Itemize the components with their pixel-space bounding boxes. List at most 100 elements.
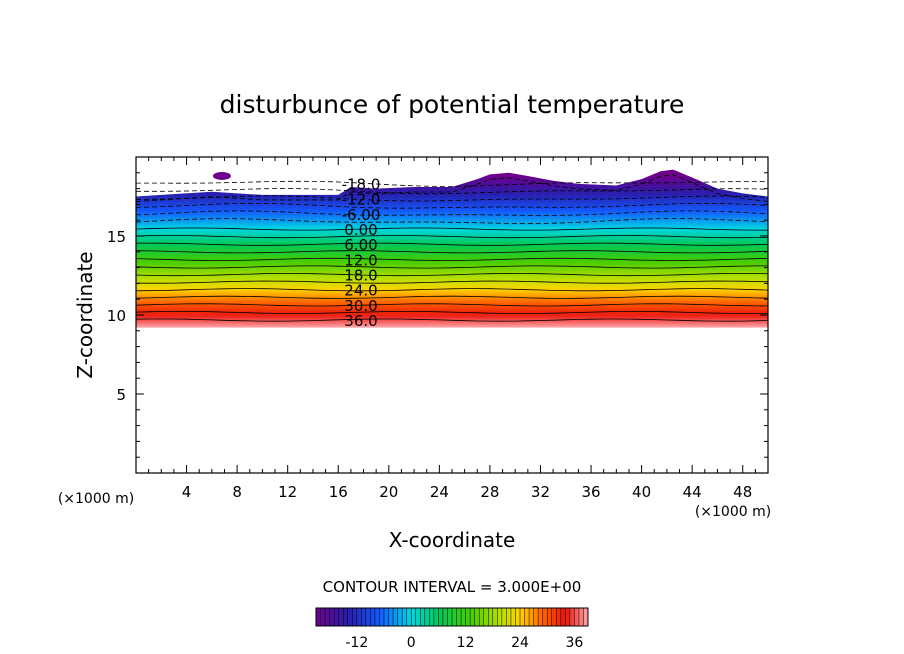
colorbar-cell <box>388 608 394 626</box>
contour-line <box>136 295 768 299</box>
colorbar-cell <box>497 608 503 626</box>
contour-label: 0.00 <box>344 221 377 239</box>
contour-line <box>136 303 768 307</box>
contour-line <box>136 227 768 231</box>
colorbar-cell <box>565 608 571 626</box>
colorbar-cell <box>402 608 408 626</box>
colorbar-tick-label: 36 <box>565 635 583 651</box>
colorbar-cell <box>316 608 321 626</box>
y-tick-label: 5 <box>116 386 126 404</box>
colorbar-cell <box>338 608 344 626</box>
x-tick-label: 40 <box>632 483 651 501</box>
colorbar-cell <box>483 608 489 626</box>
contour-line <box>136 257 768 261</box>
colorbar-cell <box>574 608 580 626</box>
colorbar-cell <box>538 608 544 626</box>
contour-line <box>136 188 768 195</box>
colorbar-cell <box>465 608 471 626</box>
x-tick-label: 12 <box>278 483 297 501</box>
colorbar-cell <box>343 608 349 626</box>
colorbar-cell <box>569 608 575 626</box>
contour-label: 30.0 <box>344 297 377 315</box>
colorbar-cell <box>429 608 435 626</box>
x-tick-label: 44 <box>683 483 702 501</box>
colorbar-cell <box>520 608 525 626</box>
contour-label: -12.0 <box>342 191 381 209</box>
colorbar-cell <box>415 608 421 626</box>
colorbar-cell <box>320 608 326 626</box>
colorbar-cell <box>352 608 358 626</box>
colorbar-cell <box>370 608 376 626</box>
contour-line <box>136 235 768 239</box>
colorbar-cell <box>393 608 398 626</box>
contour-label: 12.0 <box>344 251 377 269</box>
contour-line <box>136 280 768 284</box>
colorbar <box>315 607 589 627</box>
colorbar-cell <box>447 608 453 626</box>
colorbar-cell <box>524 608 530 626</box>
colorbar-cell <box>438 608 444 626</box>
contour-labels: -18.0-12.0-6.000.006.0012.018.024.030.03… <box>342 176 381 331</box>
colorbar-cell <box>329 608 335 626</box>
colorbar-cell <box>470 608 476 626</box>
contour-line <box>136 218 768 224</box>
contour-line <box>136 174 768 202</box>
colorbar-cell <box>433 608 439 626</box>
colorbar-cell <box>406 608 412 626</box>
colorbar-cell <box>474 608 480 626</box>
colorbar-cell <box>583 608 589 626</box>
y-tick-label: 15 <box>107 228 126 246</box>
colorbar-cell <box>542 608 548 626</box>
contour-line <box>136 250 768 254</box>
contour-line <box>136 195 768 202</box>
y-axis-label: Z-coordinate <box>73 251 97 378</box>
colorbar-cell <box>533 608 539 626</box>
x-tick-label: 32 <box>531 483 550 501</box>
y-unit-label: (×1000 m) <box>58 491 134 507</box>
contour-lines <box>136 174 768 322</box>
contour-line <box>136 265 768 269</box>
colorbar-cell <box>356 608 362 626</box>
colorbar-cell <box>488 608 494 626</box>
colorbar-cell <box>529 608 534 626</box>
x-tick-label: 24 <box>430 483 449 501</box>
x-tick-label: 48 <box>733 483 752 501</box>
colorbar-cell <box>442 608 448 626</box>
colorbar-cell <box>384 608 389 626</box>
contour-line <box>136 272 768 277</box>
colorbar-cell <box>551 608 557 626</box>
x-tick-label: 20 <box>379 483 398 501</box>
x-tick-label: 16 <box>329 483 348 501</box>
filled-region <box>136 169 768 328</box>
x-unit-label: (×1000 m) <box>695 504 771 520</box>
x-tick-label: 8 <box>232 483 242 501</box>
colorbar-tick-label: 0 <box>407 635 416 651</box>
contour-line <box>136 288 768 292</box>
contour-label: 6.00 <box>344 236 377 254</box>
colorbar-cell <box>506 608 512 626</box>
colorbar-tick-label: -12 <box>345 635 368 651</box>
colorbar-cell <box>452 608 457 626</box>
contour-line <box>136 202 768 209</box>
contour-field <box>136 169 768 328</box>
colorbar-cell <box>461 608 466 626</box>
colorbar-cell <box>374 608 380 626</box>
colorbar-cell <box>347 608 353 626</box>
y-tick-labels: 5 10 15 <box>107 228 126 404</box>
y-tick-label: 10 <box>107 307 126 325</box>
colorbar-cell <box>365 608 371 626</box>
colorbar-cell <box>361 608 367 626</box>
colorbar-cell <box>547 608 553 626</box>
contour-interval-label: CONTOUR INTERVAL = 3.000E+00 <box>323 578 582 596</box>
x-tick-labels: 4 8 12 16 20 24 28 32 36 40 44 48 <box>182 483 752 501</box>
colorbar-cell <box>578 608 584 626</box>
x-tick-label: 4 <box>182 483 192 501</box>
contour-line <box>136 318 768 322</box>
contour-label: 36.0 <box>344 312 377 330</box>
contour-line <box>136 242 768 246</box>
colorbar-cell <box>397 608 403 626</box>
colorbar-cell <box>515 608 521 626</box>
colorbar-cell <box>510 608 516 626</box>
contour-line <box>136 210 768 216</box>
